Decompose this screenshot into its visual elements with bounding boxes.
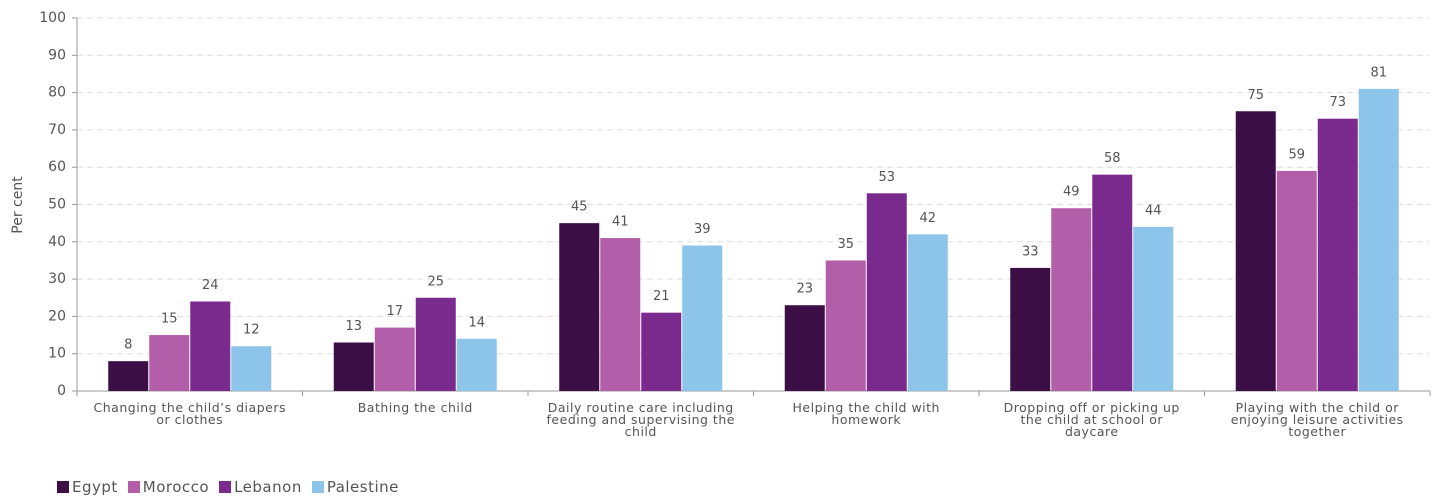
data-label: 73	[1329, 95, 1346, 110]
data-label: 59	[1288, 147, 1305, 162]
bar	[1276, 170, 1317, 391]
data-label: 75	[1247, 88, 1264, 103]
y-tick-label: 50	[48, 197, 66, 213]
data-label: 13	[345, 319, 362, 334]
bar	[825, 260, 866, 391]
legend-item: Egypt	[57, 478, 118, 496]
bar	[1235, 111, 1276, 391]
y-tick-label: 30	[48, 271, 66, 287]
data-label: 8	[124, 338, 132, 353]
bar	[108, 361, 149, 391]
x-tick-label: Daily routine care including feeding and…	[546, 400, 735, 439]
data-label: 58	[1104, 151, 1121, 166]
bar	[907, 234, 948, 391]
bar	[682, 245, 723, 391]
y-tick-label: 80	[48, 85, 66, 101]
legend-swatch	[57, 481, 69, 493]
bar	[231, 346, 272, 391]
data-label: 81	[1370, 65, 1387, 80]
bar	[1358, 88, 1399, 392]
legend-swatch	[219, 481, 232, 493]
y-tick-label: 60	[48, 159, 66, 175]
y-tick-label: 100	[39, 10, 66, 26]
data-label: 23	[796, 282, 813, 297]
y-tick-label: 70	[48, 122, 66, 138]
data-label: 25	[427, 274, 444, 289]
legend-label: Palestine	[326, 478, 399, 496]
bar	[1317, 118, 1358, 392]
data-label: 33	[1022, 244, 1039, 259]
data-label: 35	[837, 237, 854, 252]
data-label: 12	[243, 323, 260, 338]
data-label: 41	[612, 215, 629, 230]
bar	[415, 297, 456, 391]
x-tick-label: Dropping off or picking up the child at …	[1003, 400, 1180, 439]
data-label: 42	[919, 211, 936, 226]
data-label: 49	[1063, 185, 1080, 200]
x-tick-label: Changing the child’s diapers or clothes	[93, 400, 286, 427]
data-label: 15	[161, 312, 178, 327]
y-tick-label: 40	[48, 234, 66, 250]
data-label: 45	[571, 200, 588, 215]
legend-item: Palestine	[311, 478, 399, 496]
legend-label: Lebanon	[234, 478, 302, 496]
bar	[190, 301, 231, 391]
bar	[641, 312, 682, 391]
legend-swatch	[311, 481, 324, 493]
bar	[866, 193, 907, 391]
x-tick-label: Bathing the child	[357, 400, 473, 415]
data-label: 53	[878, 170, 895, 185]
legend-item: Lebanon	[219, 478, 302, 496]
legend-swatch	[127, 481, 140, 493]
y-tick-label: 10	[48, 346, 66, 362]
bar	[333, 342, 374, 391]
y-axis-label: Per cent	[10, 176, 26, 234]
bar	[559, 223, 600, 391]
bar	[149, 335, 190, 391]
y-tick-label: 90	[48, 47, 66, 63]
x-tick-label: Helping the child with homework	[792, 400, 940, 427]
data-label: 44	[1145, 203, 1162, 218]
x-tick-label: Playing with the child or enjoying leisu…	[1230, 400, 1404, 439]
data-label: 14	[468, 315, 485, 330]
data-label: 24	[202, 278, 219, 293]
y-tick-label: 0	[57, 383, 66, 399]
data-label: 39	[694, 222, 711, 237]
bar	[1010, 267, 1051, 391]
bar	[456, 338, 497, 391]
data-label: 17	[386, 304, 403, 319]
y-tick-label: 20	[48, 308, 66, 324]
bar	[600, 238, 641, 391]
legend-label: Egypt	[72, 478, 118, 496]
bar	[1051, 208, 1092, 391]
bar	[1092, 174, 1133, 391]
bar	[374, 327, 415, 391]
bar	[784, 305, 825, 391]
data-label: 21	[653, 289, 670, 304]
bar	[1133, 226, 1174, 391]
legend-label: Morocco	[142, 478, 210, 496]
legend-item: Morocco	[127, 478, 210, 496]
